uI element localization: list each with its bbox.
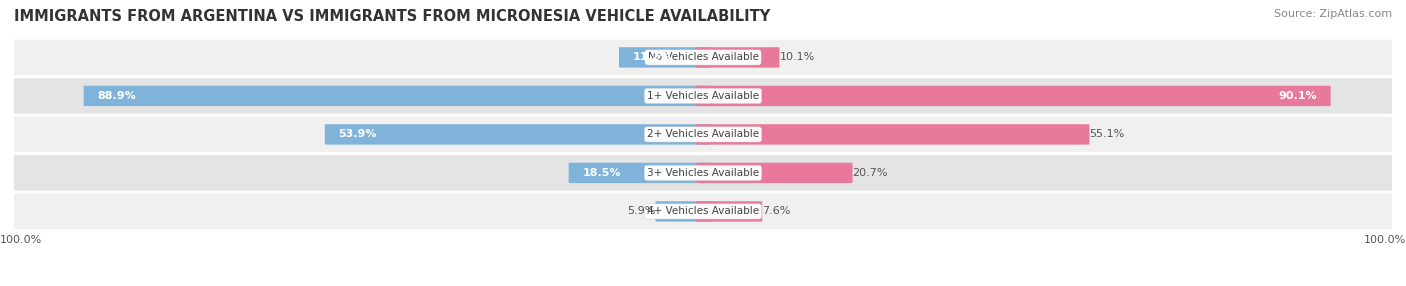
Text: 10.1%: 10.1% bbox=[779, 52, 814, 62]
Text: No Vehicles Available: No Vehicles Available bbox=[648, 52, 758, 62]
FancyBboxPatch shape bbox=[325, 124, 710, 145]
Text: 20.7%: 20.7% bbox=[852, 168, 889, 178]
Text: IMMIGRANTS FROM ARGENTINA VS IMMIGRANTS FROM MICRONESIA VEHICLE AVAILABILITY: IMMIGRANTS FROM ARGENTINA VS IMMIGRANTS … bbox=[14, 9, 770, 23]
FancyBboxPatch shape bbox=[0, 117, 1406, 152]
FancyBboxPatch shape bbox=[0, 155, 1406, 191]
FancyBboxPatch shape bbox=[0, 40, 1406, 75]
FancyBboxPatch shape bbox=[696, 86, 1330, 106]
Text: 100.0%: 100.0% bbox=[0, 235, 42, 245]
FancyBboxPatch shape bbox=[0, 194, 1406, 229]
FancyBboxPatch shape bbox=[568, 163, 710, 183]
FancyBboxPatch shape bbox=[696, 124, 1090, 145]
Text: 100.0%: 100.0% bbox=[1364, 235, 1406, 245]
Text: 7.6%: 7.6% bbox=[762, 206, 790, 217]
FancyBboxPatch shape bbox=[619, 47, 710, 67]
Text: 18.5%: 18.5% bbox=[582, 168, 621, 178]
FancyBboxPatch shape bbox=[655, 201, 710, 222]
Text: 11.2%: 11.2% bbox=[633, 52, 671, 62]
Text: 3+ Vehicles Available: 3+ Vehicles Available bbox=[647, 168, 759, 178]
FancyBboxPatch shape bbox=[696, 163, 852, 183]
Text: 2+ Vehicles Available: 2+ Vehicles Available bbox=[647, 130, 759, 139]
FancyBboxPatch shape bbox=[696, 47, 779, 67]
FancyBboxPatch shape bbox=[0, 78, 1406, 114]
FancyBboxPatch shape bbox=[83, 86, 710, 106]
Text: 53.9%: 53.9% bbox=[339, 130, 377, 139]
FancyBboxPatch shape bbox=[696, 201, 762, 222]
Text: 1+ Vehicles Available: 1+ Vehicles Available bbox=[647, 91, 759, 101]
Text: Source: ZipAtlas.com: Source: ZipAtlas.com bbox=[1274, 9, 1392, 19]
Text: 90.1%: 90.1% bbox=[1278, 91, 1317, 101]
Text: 55.1%: 55.1% bbox=[1090, 130, 1125, 139]
Text: 4+ Vehicles Available: 4+ Vehicles Available bbox=[647, 206, 759, 217]
Text: 5.9%: 5.9% bbox=[627, 206, 655, 217]
Text: 88.9%: 88.9% bbox=[97, 91, 136, 101]
